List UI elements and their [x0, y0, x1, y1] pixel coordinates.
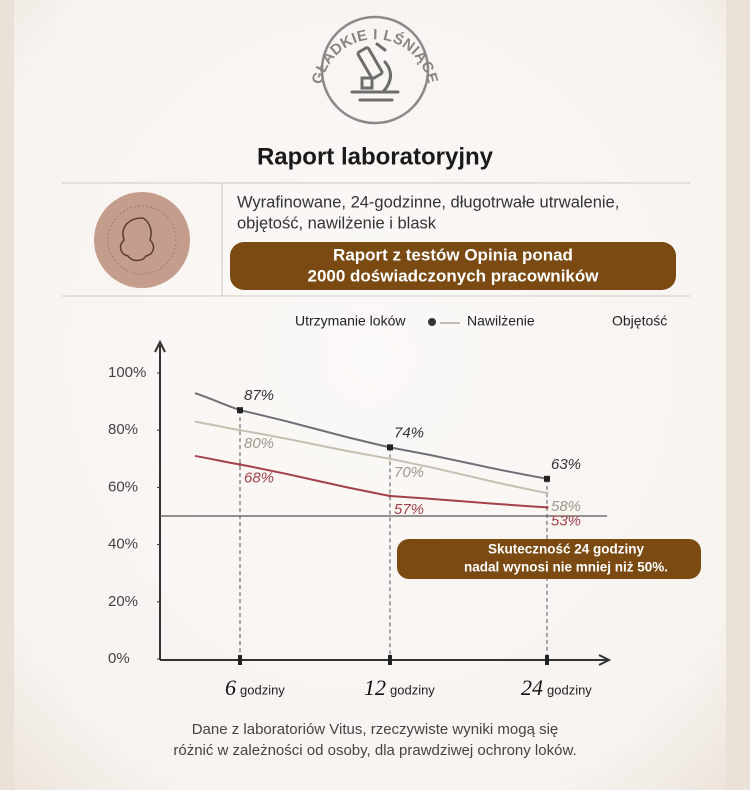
footer-line: Dane z laboratoriów Vitus, rzeczywiste w…: [192, 721, 559, 738]
point: [545, 491, 549, 495]
x-tick-label: 24: [521, 675, 543, 700]
point: [387, 444, 393, 451]
badge-ring: [320, 15, 430, 125]
data-label: 57%: [394, 501, 424, 518]
y-axis-arrow: [154, 339, 166, 353]
point: [544, 475, 550, 482]
point: [388, 457, 392, 461]
title: Raport laboratoryjny: [257, 143, 494, 170]
legend-label: Objętość: [612, 313, 667, 329]
data-label: 53%: [551, 512, 581, 529]
point: [237, 407, 243, 414]
data-label: 63%: [551, 456, 581, 473]
legend-label: Utrzymanie loków: [295, 313, 406, 329]
y-tick-label: 60%: [108, 478, 138, 495]
chart: 0% 20% 40% 60% 80% 100% 6 godziny 12 godziny 24 god…: [108, 313, 701, 700]
annotation-box: [397, 539, 701, 579]
series-line: [194, 454, 548, 509]
y-tick-label: 0%: [108, 650, 130, 667]
microscope-icon: [350, 42, 400, 102]
data-label: 74%: [394, 424, 424, 441]
point: [238, 463, 242, 467]
series-line: [194, 420, 548, 495]
banner: [230, 242, 676, 290]
card: [14, 0, 726, 790]
data-label: 87%: [244, 387, 274, 404]
banner-line: Raport z testów Opinia ponad: [333, 245, 573, 264]
logo-ring: [107, 205, 177, 275]
x-tick-unit: godziny: [240, 682, 285, 697]
x-tick-label: 6: [225, 675, 236, 700]
y-tick-label: 20%: [108, 593, 138, 610]
data-label: 68%: [244, 469, 274, 486]
point: [545, 505, 549, 509]
x-tick-label: 12: [364, 675, 386, 700]
intro-line: Wyrafinowane, 24-godzinne, długotrwałe u…: [237, 193, 619, 211]
banner-line: 2000 doświadczonych pracowników: [308, 266, 600, 285]
legend-marker: [428, 318, 436, 326]
legend-label: Nawilżenie: [467, 313, 535, 329]
data-label: 58%: [551, 498, 581, 515]
y-tick-label: 40%: [108, 536, 138, 553]
brand-logo: [94, 192, 190, 288]
footer-line: różnić w zależności od osoby, dla prawdz…: [173, 742, 576, 759]
y-tick-label: 80%: [108, 421, 138, 438]
series-line: [194, 392, 548, 480]
data-label: 70%: [394, 464, 424, 481]
point: [238, 428, 242, 432]
point: [388, 494, 392, 498]
x-tick-unit: godziny: [390, 682, 435, 697]
annotation-line: nadal wynosi nie mniej niż 50%.: [464, 560, 668, 575]
x-tick-unit: godziny: [547, 682, 592, 697]
annotation-line: Skuteczność 24 godziny: [488, 542, 645, 557]
data-label: 80%: [244, 435, 274, 452]
x-axis-arrow: [598, 654, 612, 666]
intro-line: objętość, nawilżenie i blask: [237, 214, 437, 232]
logo-figure: [119, 217, 155, 262]
y-tick-label: 100%: [108, 364, 146, 381]
